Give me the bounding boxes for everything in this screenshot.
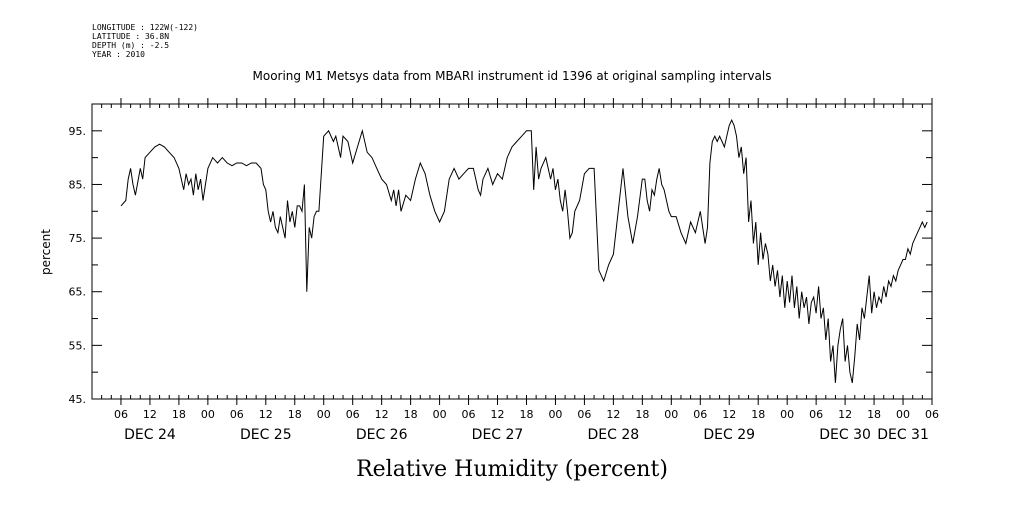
- x-hour-tick-label: 12: [722, 408, 736, 421]
- y-tick-label: 75.: [69, 232, 87, 245]
- y-axis-label: percent: [39, 229, 53, 275]
- metadata-depth: DEPTH (m) : -2.5: [92, 41, 170, 50]
- x-hour-tick-label: 18: [635, 408, 649, 421]
- x-hour-tick-label: 06: [462, 408, 476, 421]
- x-hour-tick-label: 06: [230, 408, 244, 421]
- x-day-label: DEC 25: [240, 427, 292, 443]
- x-hour-tick-label: 12: [259, 408, 273, 421]
- x-axis-label: Relative Humidity (percent): [356, 457, 668, 482]
- x-hour-tick-label: 00: [433, 408, 447, 421]
- y-tick-label: 45.: [69, 393, 87, 406]
- x-hour-tick-label: 00: [896, 408, 910, 421]
- x-hour-tick-label: 12: [491, 408, 505, 421]
- x-day-label: DEC 29: [703, 427, 755, 443]
- y-tick-label: 55.: [69, 339, 87, 352]
- x-hour-tick-label: 18: [867, 408, 881, 421]
- x-hour-tick-label: 12: [838, 408, 852, 421]
- x-hour-tick-label: 12: [143, 408, 157, 421]
- x-hour-tick-label: 00: [317, 408, 331, 421]
- x-hour-tick-label: 06: [925, 408, 939, 421]
- chart-title: Mooring M1 Metsys data from MBARI instru…: [253, 69, 772, 83]
- x-hour-tick-label: 00: [201, 408, 215, 421]
- y-tick-label: 65.: [69, 286, 87, 299]
- x-hour-tick-label: 06: [577, 408, 591, 421]
- series-layer: [120, 118, 928, 384]
- x-day-label: DEC 27: [472, 427, 524, 443]
- x-hour-tick-label: 06: [693, 408, 707, 421]
- x-hour-tick-label: 06: [114, 408, 128, 421]
- x-hour-tick-label: 06: [346, 408, 360, 421]
- x-day-label: DEC 24: [124, 427, 176, 443]
- x-day-label: DEC 31: [877, 427, 929, 443]
- x-hour-tick-label: 18: [751, 408, 765, 421]
- x-day-label: DEC 26: [356, 427, 408, 443]
- y-tick-label: 85.: [69, 178, 87, 191]
- x-hour-tick-label: 18: [172, 408, 186, 421]
- plot-frame: [91, 103, 933, 400]
- x-hour-tick-label: 18: [404, 408, 418, 421]
- x-hour-tick-label: 06: [809, 408, 823, 421]
- y-tick-label: 95.: [69, 125, 87, 138]
- x-hour-tick-label: 00: [780, 408, 794, 421]
- x-day-label: DEC 28: [588, 427, 640, 443]
- humidity-series-line: [120, 118, 928, 384]
- metadata-latitude: LATITUDE : 36.8N: [92, 32, 170, 41]
- metadata-longitude: LONGITUDE : 122W(-122): [92, 23, 198, 32]
- x-hour-tick-label: 18: [519, 408, 533, 421]
- x-day-label: DEC 30: [819, 427, 871, 443]
- x-hour-tick-label: 18: [288, 408, 302, 421]
- x-hour-tick-label: 12: [375, 408, 389, 421]
- axis-layer: 06 12 18 00 06 12 18 00 06 12 18 00 06 12 18 00 06 12 18 00…: [69, 98, 939, 443]
- metadata-year: YEAR : 2010: [92, 50, 145, 59]
- x-hour-tick-label: 12: [606, 408, 620, 421]
- x-hour-tick-label: 00: [548, 408, 562, 421]
- x-hour-tick-label: 00: [664, 408, 678, 421]
